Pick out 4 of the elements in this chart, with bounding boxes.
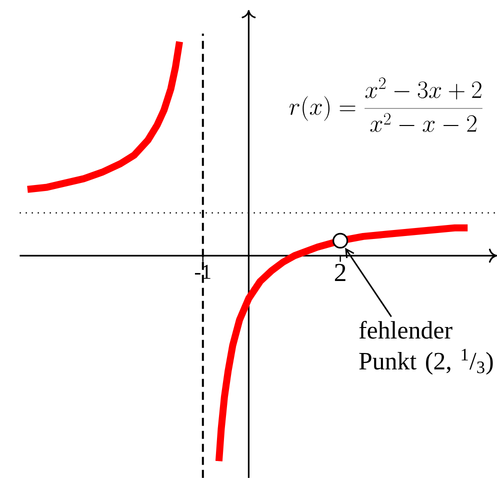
x-tick-label: -1 xyxy=(194,264,210,279)
x-tick-label: 2 xyxy=(334,264,346,282)
annotation: fehlender Punkt (2, $^{1}$/$_{3}$) xyxy=(359,320,493,375)
text: $r(x) = \frac{x^2-3x+2}{x^2-x-2}$ xyxy=(289,78,482,132)
